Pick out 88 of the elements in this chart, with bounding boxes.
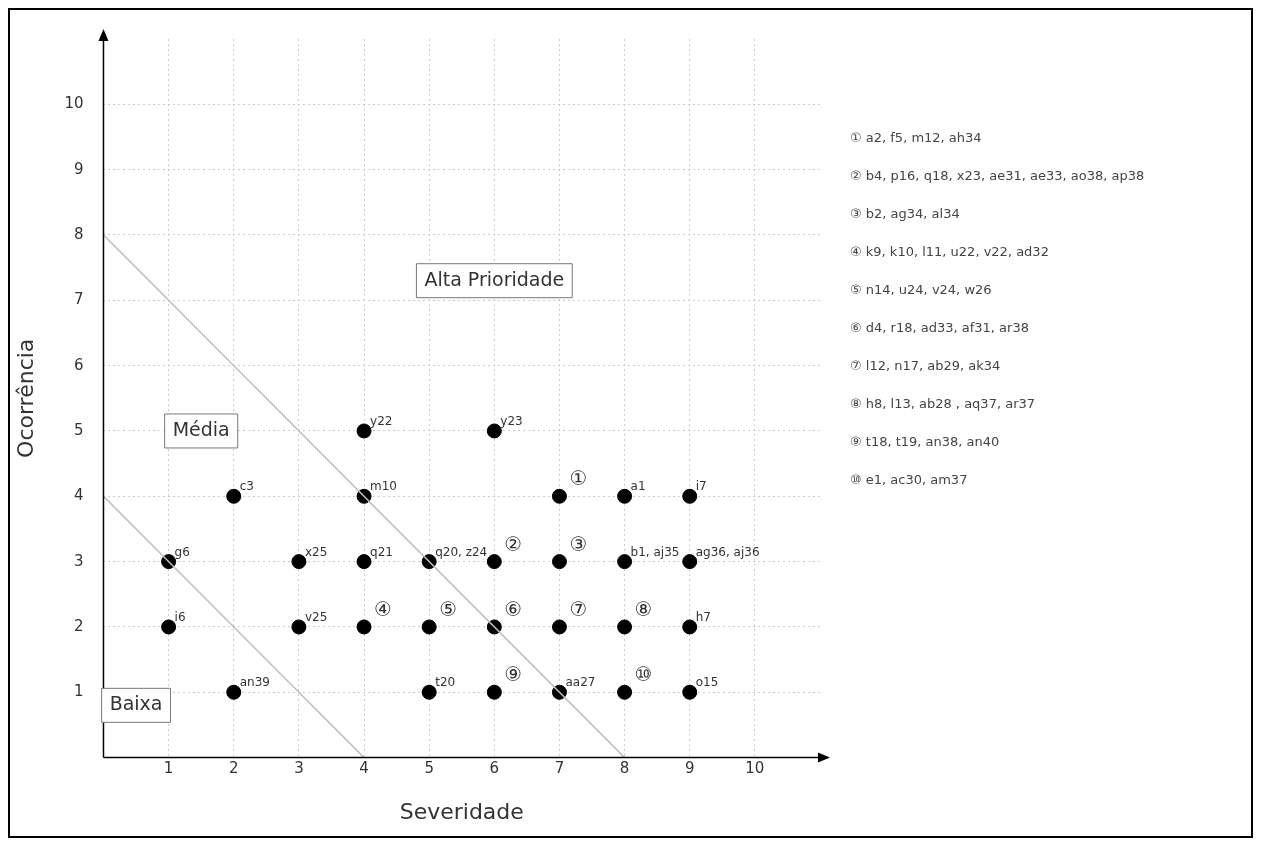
point bbox=[682, 488, 698, 504]
point bbox=[421, 619, 437, 635]
data-label: ③ bbox=[569, 531, 588, 556]
y-tick-label: 4 bbox=[73, 486, 84, 505]
y-axis-title: Ocorrência bbox=[12, 338, 38, 458]
text: ⑩ e1, ac30, am37 bbox=[850, 472, 969, 489]
x-tick-label: 1 bbox=[163, 759, 174, 778]
data-label: y22 bbox=[370, 414, 393, 429]
data-label: ② bbox=[504, 531, 523, 556]
y-tick-label: 7 bbox=[73, 290, 84, 309]
point bbox=[226, 488, 242, 504]
data-label: x25 bbox=[304, 544, 328, 559]
x-tick-label: 3 bbox=[294, 759, 304, 778]
point bbox=[486, 684, 502, 700]
data-label: ag36, aj36 bbox=[695, 544, 760, 559]
text: ② b4, p16, q18, x23, ae31, ae33, ao38, ap38 bbox=[850, 168, 1145, 185]
data-label: g6 bbox=[174, 544, 190, 559]
data-label: i7 bbox=[695, 479, 707, 494]
x-tick-label: 2 bbox=[228, 759, 239, 778]
text: ④ k9, k10, l11, u22, v22, ad32 bbox=[850, 244, 1050, 261]
text: ① a2, f5, m12, ah34 bbox=[850, 130, 983, 147]
data-label: t20 bbox=[435, 675, 456, 690]
y-tick-label: 6 bbox=[73, 355, 84, 374]
y-tick-label: 2 bbox=[73, 616, 84, 635]
data-label: y23 bbox=[500, 414, 523, 429]
point bbox=[682, 554, 698, 570]
point bbox=[421, 684, 437, 700]
data-label: c3 bbox=[239, 479, 254, 494]
text: ⑦ l12, n17, ab29, ak34 bbox=[850, 358, 1002, 375]
data-label: i6 bbox=[174, 610, 186, 625]
text: ⑨ t18, t19, an38, an40 bbox=[850, 434, 1001, 451]
point bbox=[617, 619, 633, 635]
data-label: ④ bbox=[374, 597, 392, 622]
data-label: aa27 bbox=[565, 675, 596, 690]
point bbox=[682, 619, 698, 635]
point bbox=[161, 619, 177, 635]
point bbox=[356, 554, 372, 570]
y-tick-label: 8 bbox=[73, 224, 84, 243]
annotation: Média bbox=[172, 417, 230, 440]
x-axis-title: Severidade bbox=[399, 798, 524, 824]
data-label: q20, z24 bbox=[435, 544, 488, 559]
data-label: a1 bbox=[630, 479, 646, 494]
text: ③ b2, ag34, al34 bbox=[850, 206, 961, 223]
text: ⑤ n14, u24, v24, w26 bbox=[850, 282, 993, 299]
data-label: ⑩ bbox=[634, 662, 653, 687]
data-label: ⑤ bbox=[439, 597, 458, 622]
data-label: m10 bbox=[370, 479, 398, 494]
y-tick-label: 3 bbox=[73, 551, 84, 570]
x-tick-label: 9 bbox=[684, 759, 695, 778]
point bbox=[682, 684, 698, 700]
data-label: ⑧ bbox=[634, 597, 653, 622]
x-tick-label: 7 bbox=[554, 759, 565, 778]
data-label: h7 bbox=[695, 610, 711, 625]
y-tick-label: 9 bbox=[73, 159, 84, 178]
point bbox=[226, 684, 242, 700]
data-label: b1, aj35 bbox=[630, 544, 680, 559]
data-label: ① bbox=[569, 466, 588, 491]
annotation: Baixa bbox=[109, 692, 163, 715]
point bbox=[356, 619, 372, 635]
point bbox=[551, 488, 567, 504]
point bbox=[291, 619, 307, 635]
y-tick-label: 1 bbox=[73, 682, 84, 701]
text: ⑥ d4, r18, ad33, af31, ar38 bbox=[850, 320, 1030, 337]
data-label: q21 bbox=[370, 544, 393, 559]
point bbox=[551, 619, 567, 635]
x-tick-label: 6 bbox=[489, 759, 500, 778]
x-tick-label: 5 bbox=[424, 759, 434, 778]
point bbox=[486, 423, 502, 439]
data-label: ⑥ bbox=[504, 597, 523, 622]
point bbox=[486, 554, 502, 570]
data-label: o15 bbox=[695, 675, 719, 690]
point bbox=[617, 684, 633, 700]
point bbox=[356, 423, 372, 439]
data-label: ⑦ bbox=[569, 597, 588, 622]
x-tick-label: 4 bbox=[359, 759, 369, 778]
text: ⑧ h8, l13, ab28 , aq37, ar37 bbox=[850, 396, 1036, 413]
point bbox=[291, 554, 307, 570]
y-tick-label: 10 bbox=[64, 94, 84, 113]
annotation: Alta Prioridade bbox=[424, 267, 565, 290]
x-tick-label: 10 bbox=[745, 759, 765, 778]
data-label: ⑨ bbox=[504, 662, 523, 687]
x-tick-label: 8 bbox=[619, 759, 630, 778]
data-label: an39 bbox=[239, 675, 270, 690]
y-tick-label: 5 bbox=[73, 420, 84, 439]
point bbox=[551, 554, 567, 570]
point bbox=[617, 488, 633, 504]
point bbox=[617, 554, 633, 570]
data-label: v25 bbox=[304, 610, 328, 625]
